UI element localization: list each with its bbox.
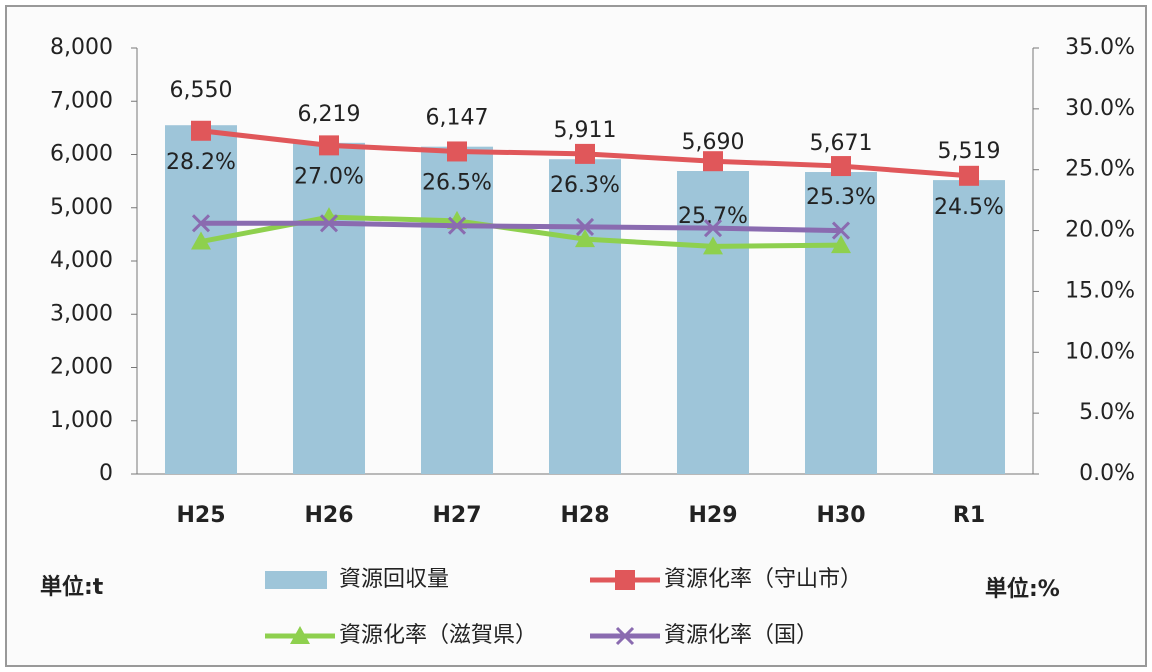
bar [677, 171, 749, 474]
line [201, 220, 842, 234]
point [319, 214, 339, 233]
point [615, 626, 635, 646]
point [575, 229, 595, 248]
point [831, 221, 851, 240]
legend-label: 資源化率（守山市） [664, 567, 862, 592]
value-label: 25.3% [806, 185, 876, 210]
legend-label: 資源化率（滋賀県） [339, 623, 537, 648]
bar [805, 172, 877, 474]
x-tick-label: H26 [304, 503, 353, 528]
point [703, 151, 723, 172]
point [703, 219, 723, 238]
value-label: 5,911 [554, 118, 617, 143]
y-tick-label: 8,000 [50, 35, 113, 60]
value-label: 6,147 [426, 106, 489, 131]
point [191, 120, 211, 141]
bar [549, 159, 621, 474]
value-label: 5,519 [938, 139, 1001, 164]
y2-tick-label: 20.0% [1065, 218, 1135, 243]
value-label: 5,671 [810, 131, 873, 156]
point [290, 626, 310, 644]
value-label: 25.7% [678, 204, 748, 229]
y-tick-label: 4,000 [50, 248, 113, 273]
y-tick-label: 0 [99, 461, 113, 486]
legend-swatch [265, 571, 327, 589]
value-label: 26.5% [422, 170, 492, 195]
point [191, 231, 211, 250]
legend-item: 資源化率（守山市） [590, 567, 862, 592]
legend-item: 資源化率（国） [590, 623, 818, 648]
y2-tick-label: 5.0% [1079, 400, 1135, 425]
x-tick-label: H27 [432, 503, 481, 528]
point [447, 141, 467, 162]
point [319, 207, 339, 226]
legend-item: 資源回収量 [265, 567, 449, 592]
x-tick-label: R1 [953, 503, 985, 528]
point [191, 214, 211, 233]
point [575, 217, 595, 236]
x-tick-label: H29 [688, 503, 737, 528]
y2-tick-label: 0.0% [1079, 461, 1135, 486]
value-label: 5,690 [682, 130, 745, 155]
value-label: 26.3% [550, 173, 620, 198]
bar [293, 142, 365, 474]
value-label: 24.5% [934, 195, 1004, 220]
legend-item: 資源化率（滋賀県） [265, 623, 537, 648]
y-tick-label: 5,000 [50, 195, 113, 220]
bar [933, 180, 1005, 474]
legend-label: 資源回収量 [339, 567, 449, 592]
y2-tick-label: 15.0% [1065, 278, 1135, 303]
bar [165, 125, 237, 475]
y-tick-label: 1,000 [50, 408, 113, 433]
y2-tick-label: 35.0% [1065, 35, 1135, 60]
point [959, 165, 979, 186]
y-tick-label: 7,000 [50, 88, 113, 113]
unit-left: 単位:t [40, 574, 104, 600]
point [447, 216, 467, 235]
y2-tick-label: 10.0% [1065, 339, 1135, 364]
legend-label: 資源化率（国） [664, 623, 818, 648]
point [615, 570, 635, 590]
y-tick-label: 3,000 [50, 301, 113, 326]
point [703, 236, 723, 255]
point [831, 235, 851, 254]
y-tick-label: 6,000 [50, 142, 113, 167]
bar [421, 146, 493, 475]
unit-right: 単位:% [985, 576, 1060, 602]
value-label: 28.2% [166, 150, 236, 175]
x-tick-label: H25 [176, 503, 225, 528]
value-label: 27.0% [294, 164, 364, 189]
y-tick-label: 2,000 [50, 355, 113, 380]
point [831, 156, 851, 177]
point [575, 143, 595, 164]
y2-tick-label: 25.0% [1065, 157, 1135, 182]
y2-tick-label: 30.0% [1065, 96, 1135, 121]
value-label: 6,219 [298, 102, 361, 127]
x-tick-label: H30 [816, 503, 865, 528]
value-label: 6,550 [170, 78, 233, 103]
point [319, 135, 339, 156]
x-tick-label: H28 [560, 503, 609, 528]
